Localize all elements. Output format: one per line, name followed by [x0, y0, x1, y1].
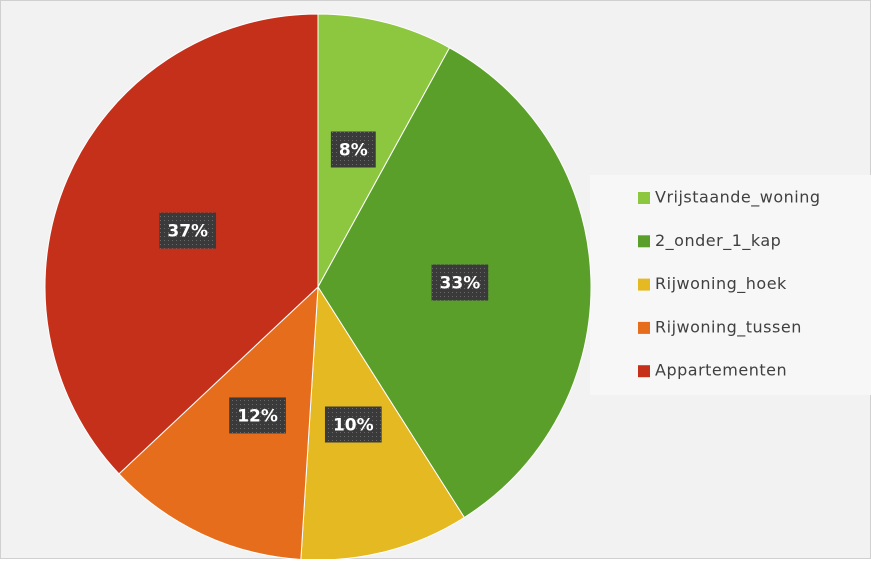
- data-label: 8%: [339, 140, 368, 160]
- legend-label: Rijwoning_hoek: [655, 274, 787, 294]
- legend-box: [590, 175, 871, 395]
- data-label-box: [229, 397, 286, 434]
- legend-label: Rijwoning_tussen: [655, 317, 802, 337]
- data-label-box: [159, 212, 217, 249]
- data-label: 12%: [237, 406, 278, 426]
- legend-swatch: [638, 278, 650, 291]
- legend-swatch: [638, 321, 650, 334]
- data-label: 37%: [167, 222, 208, 242]
- legend-swatch: [638, 235, 650, 248]
- legend-swatch: [638, 192, 650, 204]
- legend-swatch: [638, 365, 650, 378]
- pie-slice: [118, 285, 319, 560]
- pie-slice: [317, 13, 451, 288]
- data-label: 33%: [440, 274, 481, 294]
- data-label-box: [431, 264, 489, 301]
- data-label: 10%: [333, 416, 374, 436]
- legend-label: 2_onder_1_kap: [655, 231, 781, 251]
- legend-label: Vrijstaande_woning: [655, 188, 821, 208]
- legend-label: Appartementen: [655, 361, 787, 380]
- data-label-box: [330, 131, 376, 168]
- data-label-box: [324, 406, 382, 443]
